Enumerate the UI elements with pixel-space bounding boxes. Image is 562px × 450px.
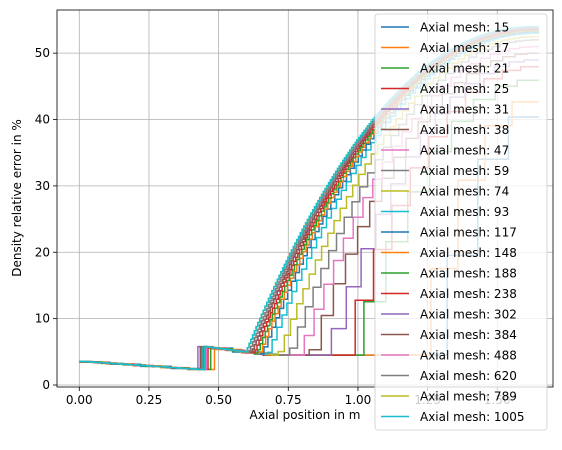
x-axis-label: Axial position in m (250, 408, 361, 422)
legend-entry: Axial mesh: 117 (420, 226, 517, 240)
legend-entry: Axial mesh: 238 (420, 287, 517, 301)
legend-entry: Axial mesh: 15 (420, 21, 509, 35)
y-axis: 0 10 20 30 40 50 (35, 46, 57, 392)
legend-entry: Axial mesh: 59 (420, 164, 509, 178)
legend-entry: Axial mesh: 488 (420, 349, 517, 363)
x-tick-label: 0.25 (136, 393, 163, 407)
y-tick-label: 10 (35, 312, 50, 326)
y-tick-label: 20 (35, 245, 50, 259)
legend-entry: Axial mesh: 789 (420, 390, 517, 404)
plot-frame (56, 9, 554, 388)
legend-entry: Axial mesh: 148 (420, 246, 517, 260)
x-tick-label: 1.00 (345, 393, 372, 407)
legend-entry: Axial mesh: 21 (420, 62, 509, 76)
legend-entry: Axial mesh: 47 (420, 144, 509, 158)
legend-entry: Axial mesh: 620 (420, 369, 517, 383)
legend-entry: Axial mesh: 25 (420, 82, 509, 96)
y-tick-label: 0 (42, 378, 50, 392)
legend-entry: Axial mesh: 74 (420, 185, 509, 199)
legend: Axial mesh: 15 Axial mesh: 17 Axial mesh: … (374, 13, 548, 431)
legend-entry: Axial mesh: 38 (420, 123, 509, 137)
x-tick-label: 0.50 (205, 393, 232, 407)
y-axis-label: Density relative error in % (10, 119, 24, 277)
legend-entry: Axial mesh: 31 (420, 103, 509, 117)
x-tick-label: 0.00 (66, 393, 93, 407)
legend-entry: Axial mesh: 93 (420, 205, 509, 219)
y-tick-label: 50 (35, 46, 50, 60)
legend-entry: Axial mesh: 17 (420, 41, 509, 55)
legend-entry: Axial mesh: 188 (420, 267, 517, 281)
legend-entry: Axial mesh: 302 (420, 308, 517, 322)
y-tick-label: 30 (35, 179, 50, 193)
legend-entry: Axial mesh: 1005 (420, 410, 524, 424)
legend-box (374, 13, 548, 431)
x-tick-label: 0.75 (275, 393, 302, 407)
y-tick-label: 40 (35, 113, 50, 127)
legend-entry: Axial mesh: 384 (420, 328, 517, 342)
